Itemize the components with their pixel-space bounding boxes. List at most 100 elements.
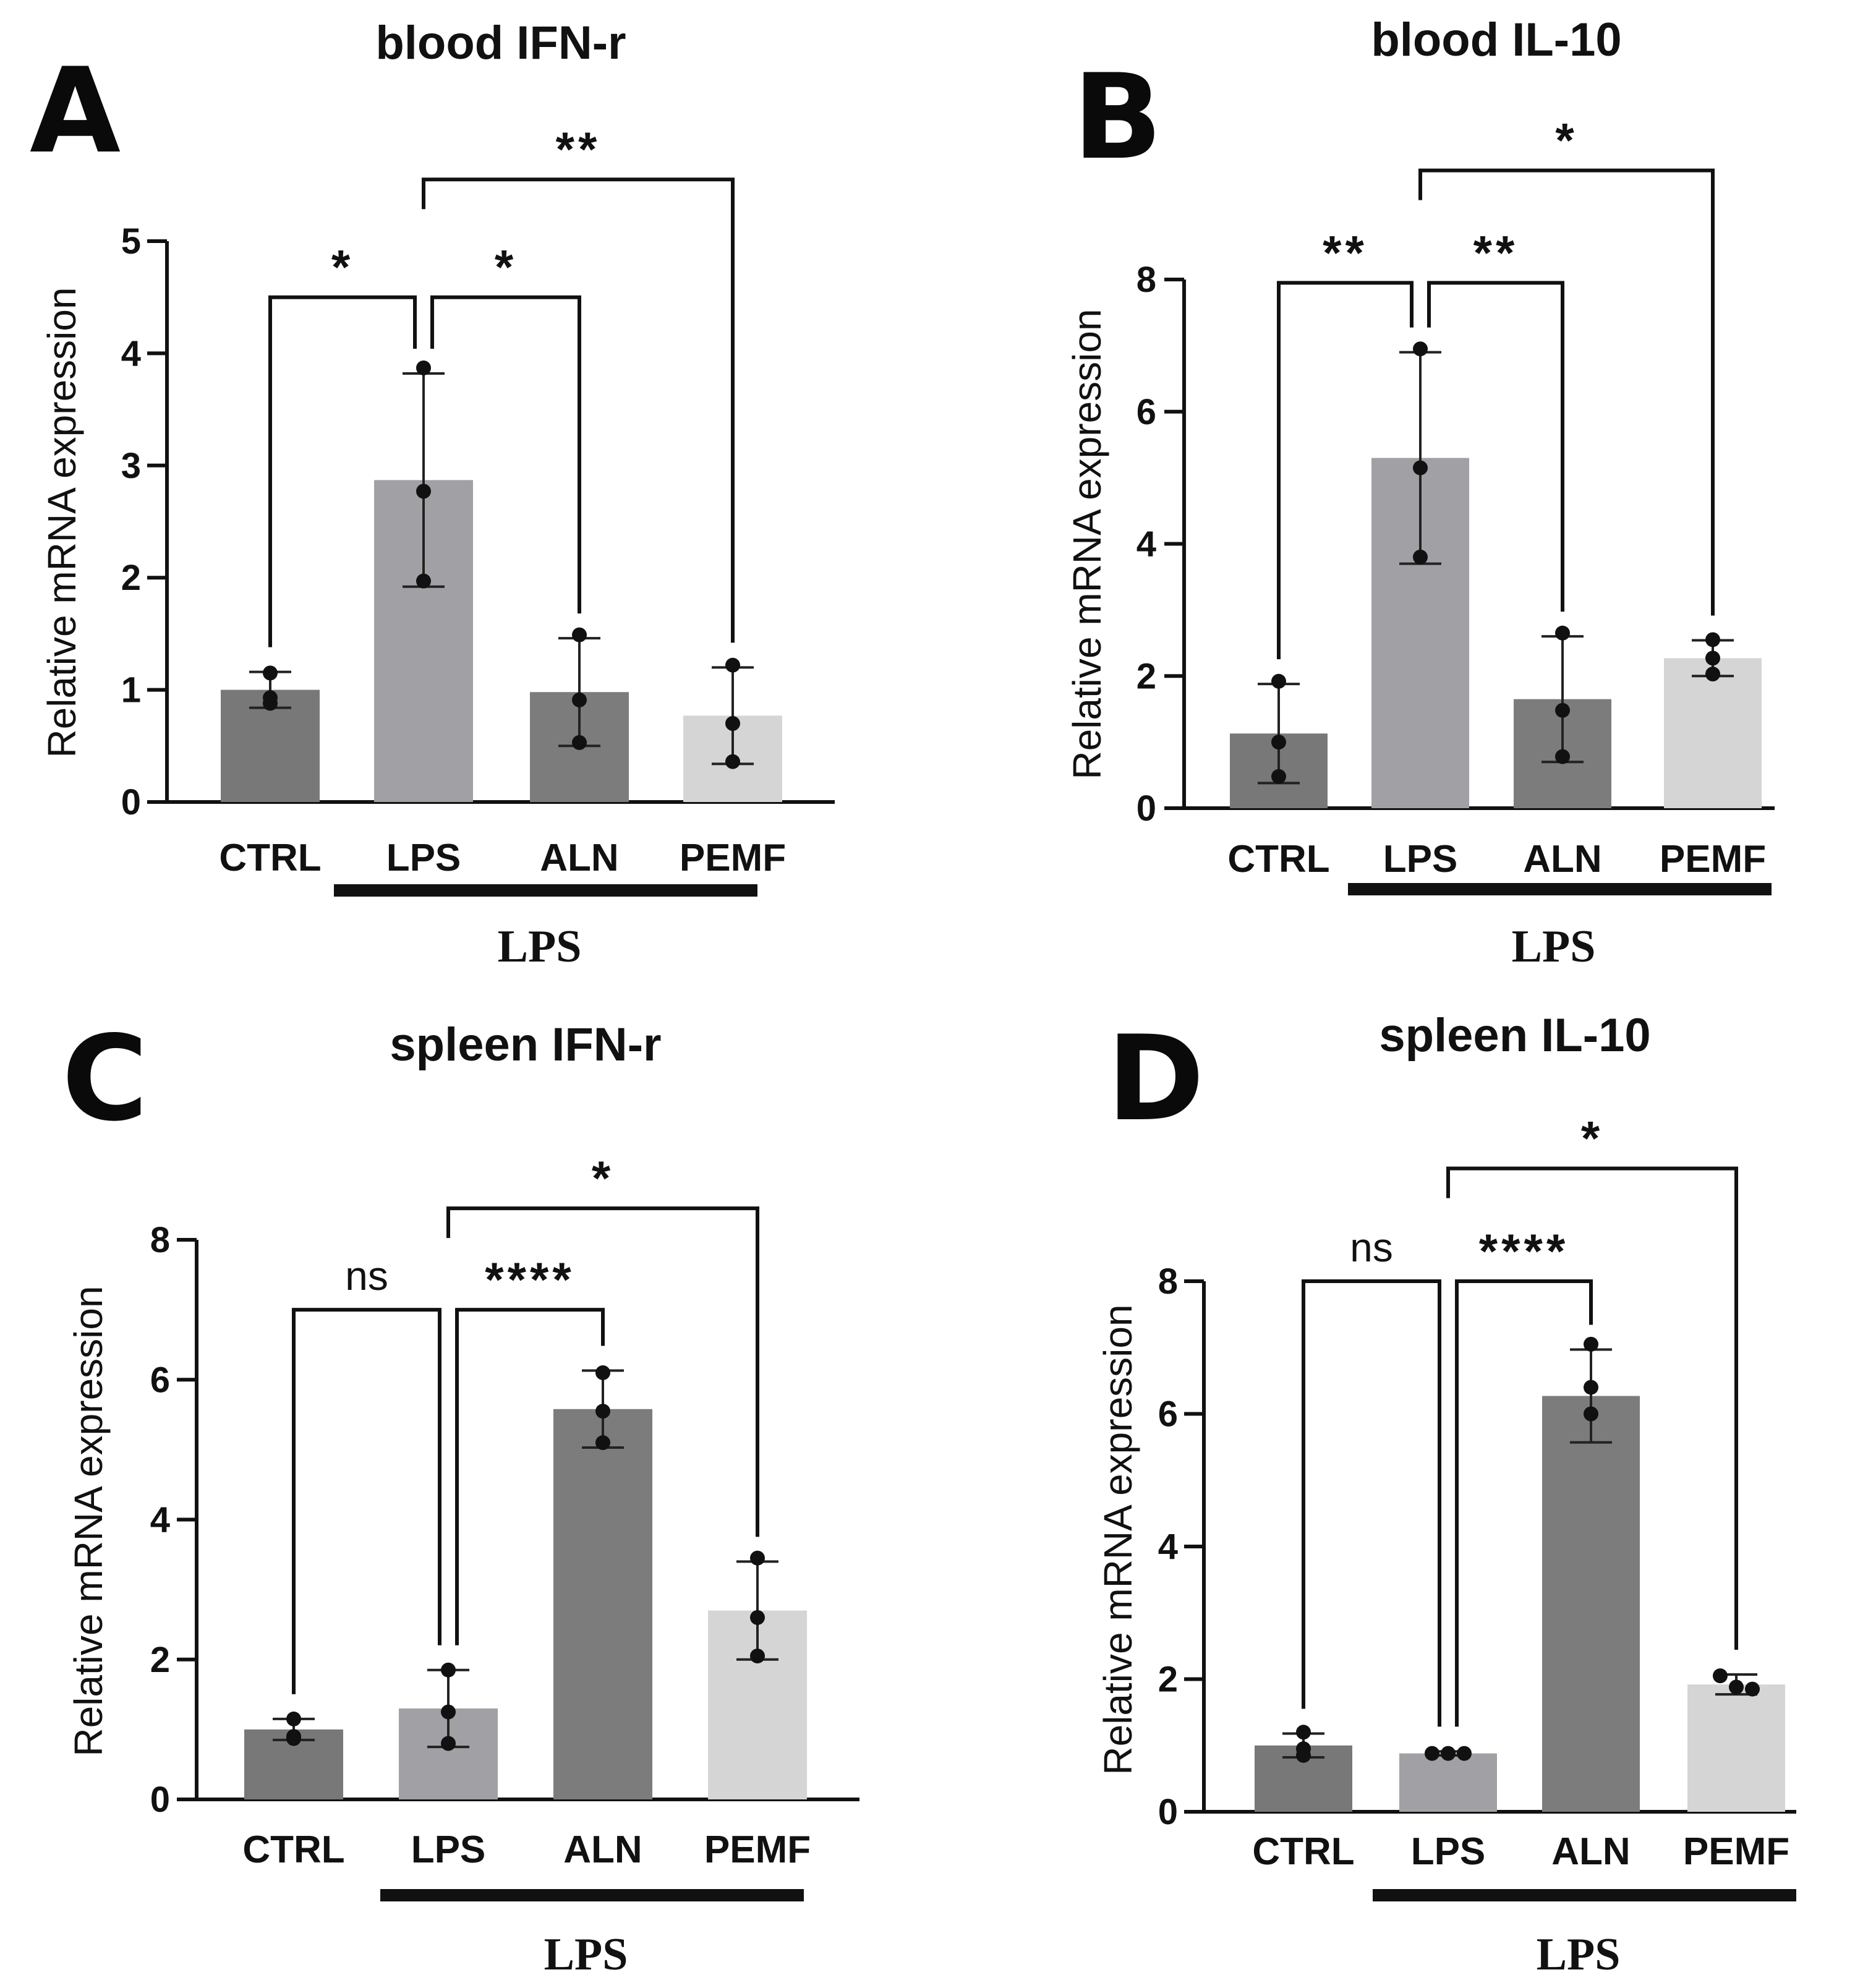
- y-axis-label: Relative mRNA expression: [66, 1286, 111, 1756]
- category-label-lps: LPS: [411, 1828, 486, 1871]
- category-label-aln: ALN: [563, 1828, 642, 1871]
- group-label: LPS: [1512, 921, 1596, 972]
- y-tick-label: 0: [1158, 1792, 1178, 1832]
- data-point: [1271, 735, 1286, 750]
- bar-lps: [1399, 1753, 1497, 1812]
- data-point: [286, 1731, 301, 1746]
- y-tick-label: 8: [1158, 1261, 1178, 1302]
- data-point: [1555, 702, 1570, 718]
- y-tick-label: 5: [121, 221, 141, 262]
- y-tick-label: 8: [150, 1220, 170, 1260]
- category-label-pemf: PEMF: [704, 1828, 811, 1871]
- chart-title: blood IL-10: [1371, 14, 1621, 66]
- data-point: [1441, 1746, 1456, 1761]
- data-point: [1705, 632, 1720, 647]
- y-tick-label: 4: [1136, 524, 1156, 565]
- data-point: [750, 1550, 765, 1566]
- data-point: [572, 692, 587, 707]
- panel-letter: B: [1073, 49, 1162, 186]
- category-label-ctrl: CTRL: [242, 1828, 344, 1871]
- data-point: [1413, 460, 1428, 476]
- data-point: [572, 627, 587, 642]
- data-point: [1584, 1336, 1598, 1352]
- group-label: LPS: [498, 921, 582, 972]
- category-label-pemf: PEMF: [680, 837, 786, 879]
- significance-bracket: [292, 1308, 441, 1694]
- significance-bracket: [1418, 168, 1715, 616]
- data-point: [263, 665, 278, 681]
- data-point: [441, 1662, 456, 1678]
- category-label-ctrl: CTRL: [1227, 838, 1329, 881]
- data-point: [595, 1404, 610, 1419]
- data-point: [416, 484, 431, 499]
- significance-label: *: [495, 240, 517, 294]
- data-point: [1413, 549, 1428, 565]
- y-tick-label: 4: [121, 333, 141, 373]
- significance-bracket: [268, 295, 417, 647]
- category-label-lps: LPS: [1411, 1830, 1486, 1873]
- group-label: LPS: [1537, 1929, 1621, 1980]
- significance-label: *: [1555, 113, 1577, 168]
- y-axis-label: Relative mRNA expression: [1096, 1304, 1140, 1775]
- y-tick-label: 0: [121, 782, 141, 822]
- data-point: [725, 754, 740, 769]
- category-label-pemf: PEMF: [1683, 1830, 1789, 1873]
- data-point: [1555, 625, 1570, 641]
- bar-pemf: [1687, 1684, 1785, 1812]
- y-tick-label: 2: [150, 1640, 170, 1680]
- data-point: [1296, 1725, 1311, 1740]
- data-point: [416, 573, 431, 589]
- y-tick-label: 2: [1136, 656, 1156, 696]
- data-point: [1745, 1681, 1760, 1697]
- y-axis-label: Relative mRNA expression: [1065, 309, 1109, 779]
- bar-pemf: [1664, 658, 1762, 808]
- category-label-aln: ALN: [1523, 838, 1601, 881]
- y-tick-label: 4: [1158, 1527, 1178, 1567]
- data-point: [1729, 1679, 1744, 1695]
- significance-label: **: [556, 122, 601, 176]
- data-point: [1705, 667, 1720, 682]
- significance-label: ****: [485, 1252, 574, 1307]
- significance-bracket: [1427, 281, 1564, 612]
- significance-bracket: [1277, 281, 1414, 660]
- significance-bracket: [1446, 1166, 1738, 1650]
- bar-aln: [553, 1409, 652, 1799]
- category-label-lps: LPS: [1383, 838, 1458, 881]
- significance-label: ****: [1479, 1224, 1569, 1278]
- y-tick-label: 2: [121, 558, 141, 598]
- category-label-ctrl: CTRL: [1252, 1830, 1354, 1873]
- significance-bracket: [1455, 1279, 1593, 1727]
- group-label: LPS: [544, 1929, 628, 1980]
- data-point: [441, 1736, 456, 1751]
- panel-letter: A: [30, 43, 121, 179]
- chart-title: spleen IL-10: [1379, 1009, 1650, 1062]
- significance-bracket: [455, 1308, 605, 1645]
- y-tick-label: 8: [1136, 260, 1156, 300]
- data-point: [572, 735, 587, 750]
- data-point: [1713, 1668, 1728, 1684]
- data-point: [1457, 1746, 1472, 1761]
- significance-bracket: [446, 1206, 759, 1537]
- significance-bracket: [1302, 1279, 1441, 1727]
- significance-label: ns: [345, 1253, 388, 1299]
- panel-letter: D: [1107, 1010, 1205, 1147]
- significance-label: **: [1323, 225, 1368, 279]
- data-point: [1584, 1406, 1598, 1422]
- y-tick-label: 4: [150, 1500, 170, 1540]
- significance-label: *: [1581, 1111, 1603, 1166]
- data-point: [1271, 673, 1286, 689]
- y-axis-label: Relative mRNA expression: [40, 287, 84, 757]
- data-point: [416, 360, 431, 375]
- data-point: [1296, 1747, 1311, 1763]
- data-point: [263, 696, 278, 711]
- data-point: [750, 1610, 765, 1625]
- y-tick-label: 2: [1158, 1660, 1178, 1700]
- y-tick-label: 1: [121, 670, 141, 710]
- category-label-pemf: PEMF: [1660, 838, 1766, 881]
- category-label-aln: ALN: [540, 837, 618, 879]
- y-tick-label: 6: [1158, 1394, 1178, 1435]
